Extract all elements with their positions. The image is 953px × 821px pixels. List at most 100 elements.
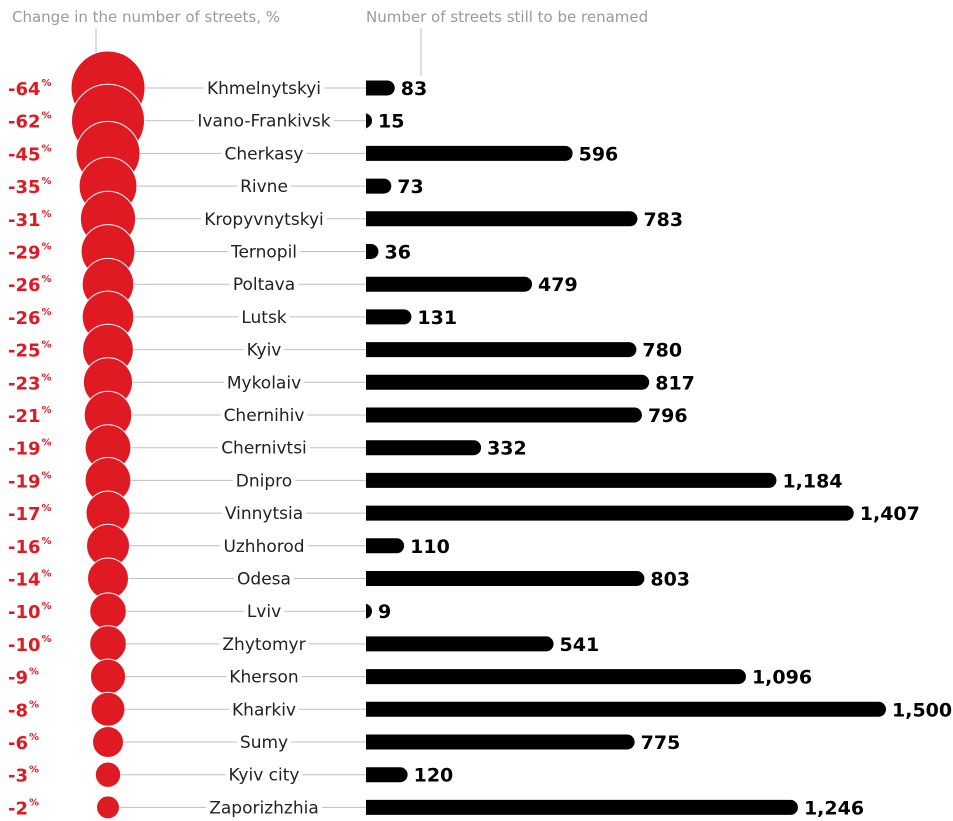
city-label: Dnipro [236,471,292,491]
city-label: Kharkiv [232,700,296,720]
count-value-label: 541 [560,634,600,656]
change-circle [95,762,120,787]
count-value-label: 1,096 [752,667,812,689]
percent-label: -14 [8,570,41,591]
city-label: Lutsk [241,308,286,328]
percent-symbol: % [42,569,52,580]
percent-symbol: % [42,372,52,383]
count-bar [366,211,637,226]
count-value-label: 1,407 [860,503,920,525]
city-label: Rivne [240,177,288,197]
percent-symbol: % [42,601,52,612]
count-value-label: 131 [417,307,457,329]
city-label: Chernivtsi [221,439,307,459]
city-label: Kyiv [247,341,282,361]
city-label: Lviv [247,602,281,622]
percent-symbol: % [42,111,52,122]
city-label: Cherkasy [225,144,304,164]
percent-symbol: % [42,438,52,449]
percent-label: -17 [8,504,41,525]
percent-label: -3 [8,766,28,787]
count-value-label: 479 [538,274,578,296]
count-bar [366,636,554,651]
count-bar [366,506,854,521]
change-circle [90,593,127,630]
change-circle [90,626,127,663]
city-label: Mykolaiv [227,373,301,393]
percent-symbol: % [42,307,52,318]
city-label: Vinnytsia [225,504,303,524]
count-bar [366,473,776,488]
percent-symbol: % [42,340,52,351]
city-label: Chernihiv [224,406,305,426]
count-value-label: 110 [410,536,450,558]
change-circle [93,727,124,758]
percent-label: -35 [8,177,41,198]
count-bar [366,309,411,324]
count-bar [366,571,644,586]
count-bar [366,800,798,815]
change-circle [97,796,120,819]
percent-symbol: % [42,536,52,547]
percent-symbol: % [42,274,52,285]
percent-label: -23 [8,373,41,394]
percent-symbol: % [42,143,52,154]
city-label: Odesa [237,570,291,590]
count-bar [366,408,642,423]
percent-symbol: % [29,732,39,743]
count-bar [366,179,391,194]
count-bar [366,767,408,782]
percent-symbol: % [29,667,39,678]
percent-label: -19 [8,439,41,460]
count-bar [366,342,636,357]
city-label: Sumy [240,733,288,753]
percent-label: -8 [8,700,28,721]
count-value-label: 775 [641,732,681,754]
percent-label: -10 [8,602,41,623]
percent-label: -19 [8,471,41,492]
count-bar [366,669,746,684]
percent-label: -45 [8,144,41,165]
count-value-label: 15 [378,111,404,133]
count-bar [366,538,404,553]
city-label: Zaporizhzhia [209,798,319,818]
percent-label: -21 [8,406,41,427]
percent-label: -16 [8,537,41,558]
percent-symbol: % [42,176,52,187]
percent-symbol: % [29,699,39,710]
change-circle [90,659,125,694]
count-value-label: 783 [643,209,683,231]
city-label: Kherson [229,668,298,688]
count-value-label: 596 [579,143,619,165]
city-label: Zhytomyr [222,635,305,655]
count-bar [366,440,481,455]
count-bar [366,277,532,292]
count-value-label: 120 [414,765,454,787]
count-value-label: 1,246 [804,797,864,819]
percent-label: -10 [8,635,41,656]
count-value-label: 36 [384,242,410,264]
city-label: Kropyvnytskyi [204,210,323,230]
count-value-label: 796 [648,405,688,427]
percent-label: -26 [8,275,41,296]
count-bar [366,375,649,390]
city-label: Kyiv city [229,766,300,786]
count-bar [366,81,395,96]
count-value-label: 1,184 [782,470,842,492]
count-bar [366,702,886,717]
count-value-label: 73 [397,176,423,198]
count-bar [366,244,378,259]
city-label: Uzhhorod [223,537,304,557]
count-bar [366,146,573,161]
city-label: Khmelnytskyi [207,79,321,99]
count-value-label: 803 [650,569,690,591]
percent-label: -25 [8,341,41,362]
percent-label: -9 [8,668,28,689]
percent-label: -64 [8,79,41,100]
percent-symbol: % [42,78,52,89]
city-label: Ternopil [230,243,297,263]
percent-label: -62 [8,112,41,133]
count-value-label: 780 [642,340,682,362]
percent-symbol: % [42,242,52,253]
